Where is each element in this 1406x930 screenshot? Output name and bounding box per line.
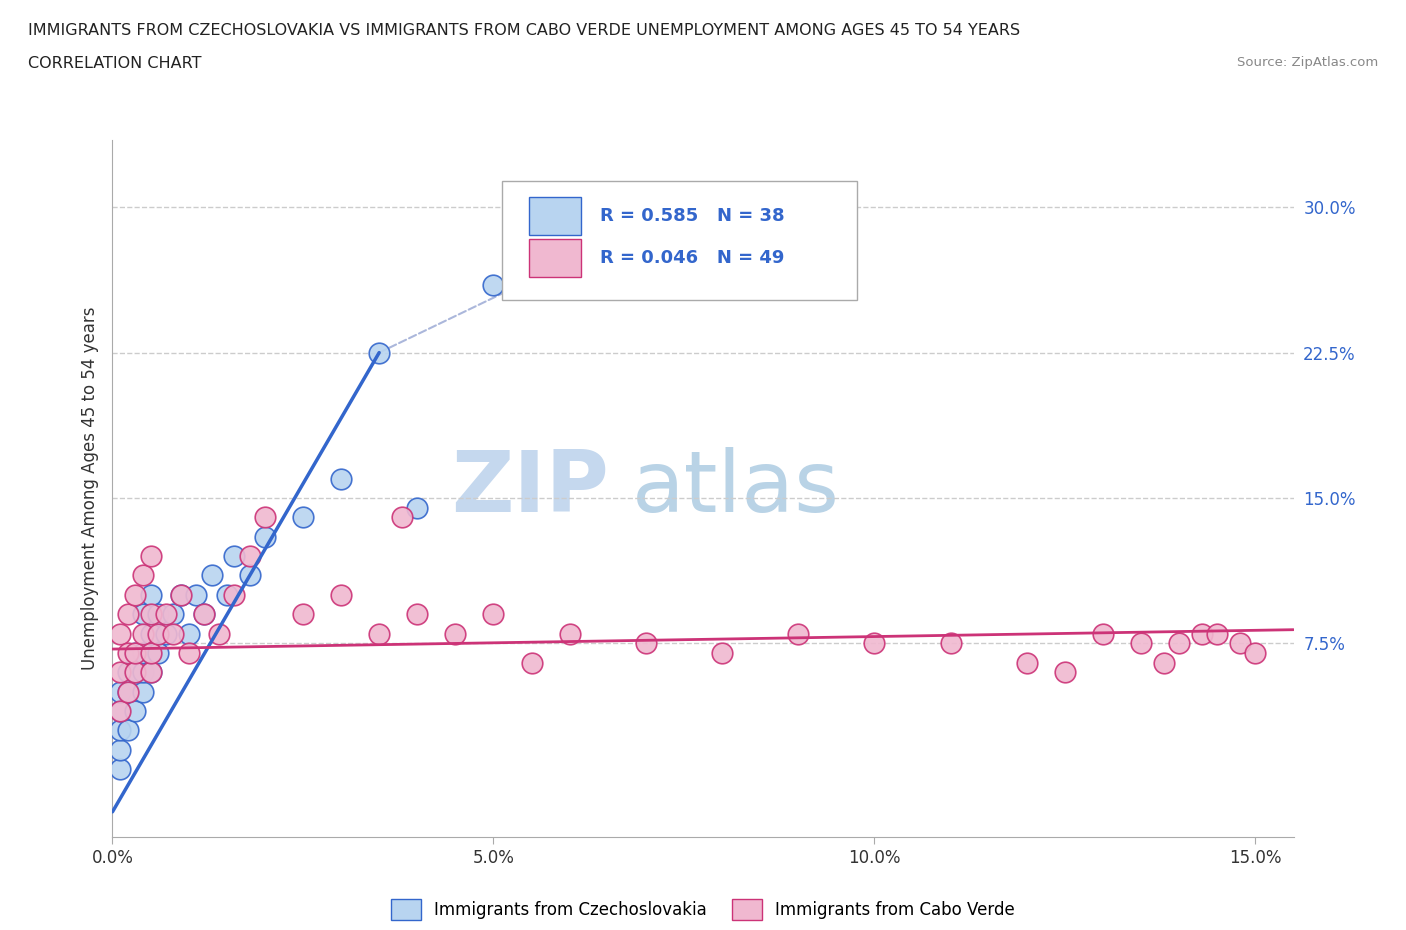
Point [1191, 626, 1213, 641]
Point [162, 626, 184, 641]
Point [186, 588, 208, 603]
Text: IMMIGRANTS FROM CZECHOSLOVAKIA VS IMMIGRANTS FROM CABO VERDE UNEMPLOYMENT AMONG : IMMIGRANTS FROM CZECHOSLOVAKIA VS IMMIGR… [28, 23, 1021, 38]
Point [108, 704, 131, 719]
Point [139, 588, 162, 603]
Point [117, 684, 139, 699]
Point [291, 510, 314, 525]
Point [177, 626, 200, 641]
Point [124, 588, 146, 603]
Point [193, 606, 215, 621]
Point [1168, 636, 1191, 651]
Point [330, 588, 353, 603]
Point [108, 762, 131, 777]
FancyBboxPatch shape [530, 197, 581, 235]
Y-axis label: Unemployment Among Ages 45 to 54 years: Unemployment Among Ages 45 to 54 years [80, 307, 98, 670]
Point [108, 684, 131, 699]
Point [558, 626, 581, 641]
Text: R = 0.046   N = 49: R = 0.046 N = 49 [600, 249, 785, 267]
Point [482, 277, 505, 292]
Point [224, 588, 246, 603]
Legend: Immigrants from Czechoslovakia, Immigrants from Cabo Verde: Immigrants from Czechoslovakia, Immigran… [384, 893, 1022, 926]
Text: atlas: atlas [633, 446, 841, 530]
Point [482, 606, 505, 621]
Point [132, 645, 155, 660]
Point [139, 665, 162, 680]
Point [139, 645, 162, 660]
Point [124, 665, 146, 680]
Point [124, 704, 146, 719]
Point [124, 645, 146, 660]
Point [1244, 645, 1267, 660]
Point [117, 684, 139, 699]
Text: R = 0.585   N = 38: R = 0.585 N = 38 [600, 207, 785, 225]
Point [1206, 626, 1229, 641]
Point [117, 723, 139, 737]
Point [208, 626, 231, 641]
Point [132, 684, 155, 699]
Point [148, 626, 170, 641]
FancyBboxPatch shape [530, 239, 581, 277]
Point [1015, 656, 1038, 671]
Point [108, 626, 131, 641]
Point [200, 568, 222, 583]
Text: ZIP: ZIP [451, 446, 609, 530]
Text: CORRELATION CHART: CORRELATION CHART [28, 56, 201, 71]
Point [155, 626, 177, 641]
Point [177, 645, 200, 660]
Point [444, 626, 467, 641]
Point [162, 606, 184, 621]
Point [406, 606, 429, 621]
Point [239, 549, 262, 564]
Point [170, 588, 193, 603]
Point [253, 529, 276, 544]
Point [117, 665, 139, 680]
Point [108, 742, 131, 757]
Point [1092, 626, 1115, 641]
Point [117, 606, 139, 621]
Point [132, 626, 155, 641]
Point [291, 606, 314, 621]
Text: Source: ZipAtlas.com: Source: ZipAtlas.com [1237, 56, 1378, 69]
Point [1130, 636, 1153, 651]
Point [239, 568, 262, 583]
Point [224, 549, 246, 564]
Point [1229, 636, 1251, 651]
Point [108, 704, 131, 719]
Point [253, 510, 276, 525]
Point [139, 645, 162, 660]
Point [132, 665, 155, 680]
Point [330, 472, 353, 486]
Point [155, 606, 177, 621]
Point [108, 723, 131, 737]
Point [139, 665, 162, 680]
Point [139, 626, 162, 641]
Point [124, 645, 146, 660]
Point [215, 588, 238, 603]
Point [711, 645, 734, 660]
Point [368, 626, 391, 641]
Point [391, 510, 413, 525]
Point [117, 645, 139, 660]
Point [132, 568, 155, 583]
Point [1053, 665, 1076, 680]
Point [634, 636, 657, 651]
Point [558, 219, 581, 234]
Point [139, 606, 162, 621]
Point [148, 645, 170, 660]
Point [193, 606, 215, 621]
Point [863, 636, 886, 651]
FancyBboxPatch shape [502, 181, 856, 300]
Point [520, 656, 543, 671]
Point [148, 606, 170, 621]
Point [406, 500, 429, 515]
Point [170, 588, 193, 603]
Point [787, 626, 810, 641]
Point [1153, 656, 1175, 671]
Point [108, 665, 131, 680]
Point [132, 606, 155, 621]
Point [368, 345, 391, 360]
Point [124, 665, 146, 680]
Point [139, 549, 162, 564]
Point [939, 636, 962, 651]
